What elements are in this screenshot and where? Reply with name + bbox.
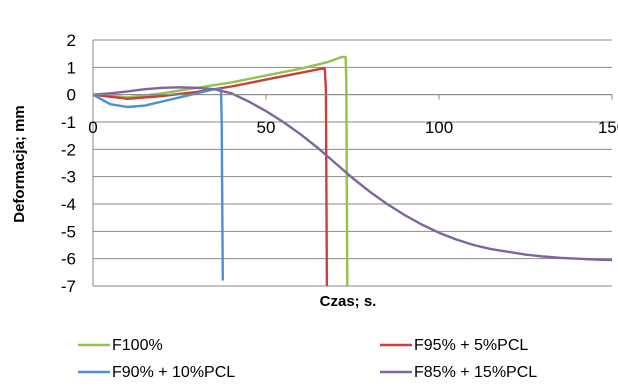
y-tick-label: 2 [67, 31, 76, 50]
series-lines [92, 55, 613, 287]
x-tick-label: 150 [598, 118, 618, 137]
x-tick-label: 0 [88, 118, 97, 137]
legend-label: F95% + 5%PCL [414, 337, 528, 354]
y-tick-label: -5 [61, 222, 76, 241]
series-line [92, 67, 329, 287]
series-line [92, 88, 224, 281]
y-tick-label: -1 [61, 113, 76, 132]
series-line [92, 55, 349, 287]
x-tick-label: 100 [425, 118, 453, 137]
y-tick-label: -3 [61, 168, 76, 187]
legend-label: F100% [112, 337, 163, 354]
legend-label: F90% + 10%PCL [112, 364, 235, 381]
tick-labels: 2 1 0 -1 -2 -3 -4 -5 -6 -7 0 50 100 150 [61, 31, 618, 296]
x-tick-label: 50 [257, 118, 276, 137]
legend: F100% F95% + 5%PCL F90% + 10%PCL F85% + 15%… [78, 337, 537, 381]
y-axis-title: Deformacja; mm [11, 105, 28, 223]
axes [92, 40, 613, 286]
y-tick-label: -2 [61, 140, 76, 159]
series-line [92, 86, 613, 262]
y-tick-label: -4 [61, 195, 76, 214]
y-tick-label: 0 [67, 86, 76, 105]
y-tick-label: 1 [67, 58, 76, 77]
y-tick-label: -7 [61, 277, 76, 296]
legend-label: F85% + 15%PCL [414, 364, 537, 381]
x-axis-title: Czas; s. [320, 293, 377, 310]
y-tick-label: -6 [61, 250, 76, 269]
grid [93, 39, 612, 287]
